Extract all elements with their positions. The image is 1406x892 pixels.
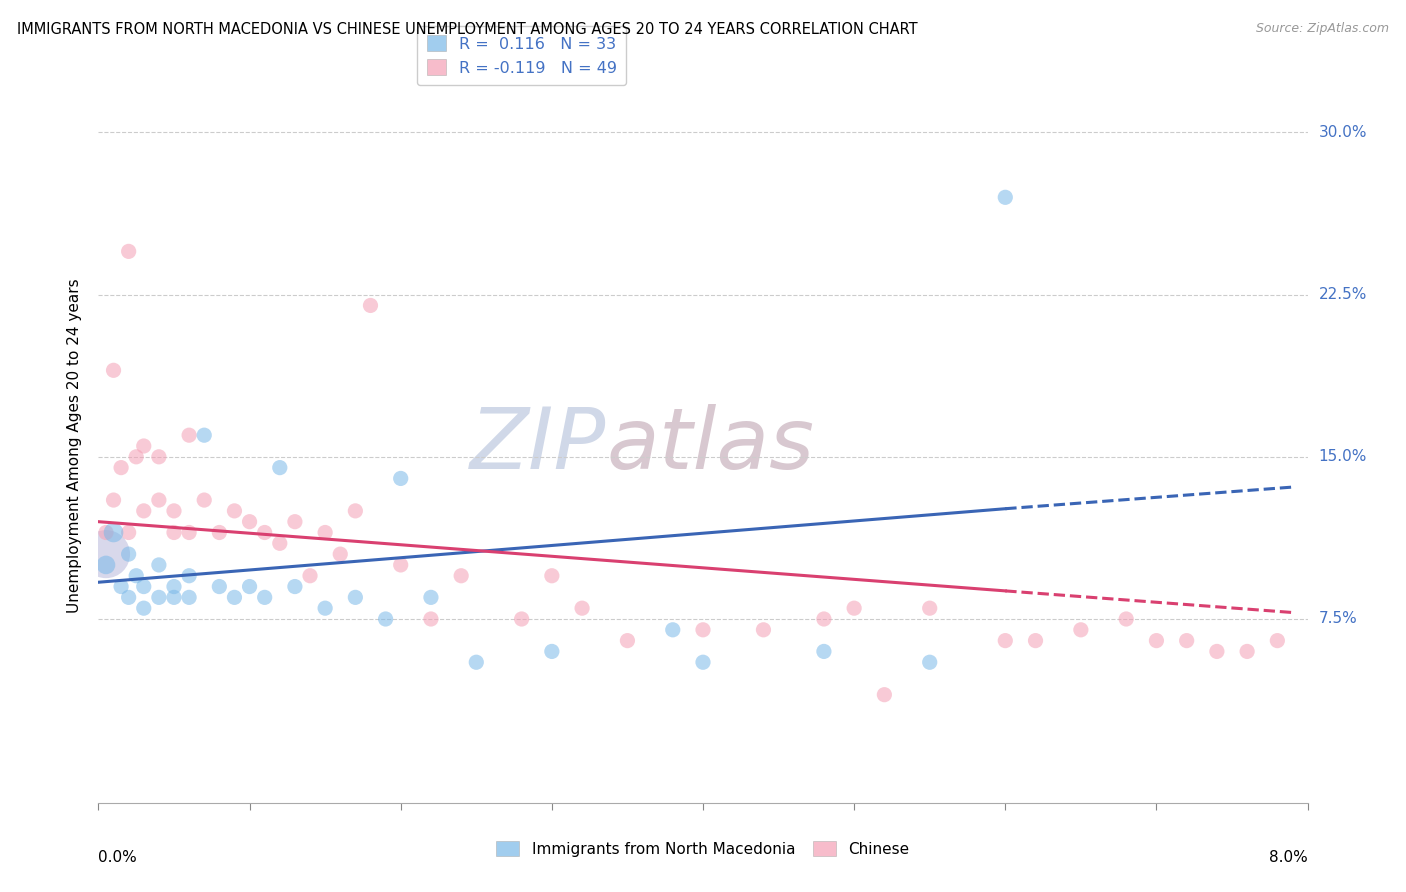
Point [918,655,941,669]
Point [125,568,148,582]
Point [163,580,186,594]
Point [94,547,117,561]
Point [148,558,170,572]
Point [344,591,367,605]
Point [1070,623,1092,637]
Point [103,493,125,508]
Point [813,644,835,658]
Point [661,623,683,637]
Text: ZIP: ZIP [470,404,606,488]
Point [125,450,148,464]
Point [269,460,291,475]
Point [163,504,186,518]
Point [540,568,562,582]
Point [813,612,835,626]
Point [374,612,396,626]
Point [571,601,593,615]
Text: atlas: atlas [606,404,814,488]
Point [239,580,262,594]
Point [314,601,336,615]
Point [420,591,443,605]
Text: 7.5%: 7.5% [1319,612,1357,626]
Point [389,558,412,572]
Point [299,568,322,582]
Text: 0.0%: 0.0% [98,850,138,865]
Point [179,525,201,540]
Point [1175,633,1198,648]
Point [118,591,141,605]
Point [450,568,472,582]
Point [873,688,896,702]
Point [118,244,141,259]
Point [224,504,246,518]
Point [239,515,262,529]
Text: 30.0%: 30.0% [1319,125,1367,140]
Point [994,633,1017,648]
Text: 15.0%: 15.0% [1319,450,1367,465]
Point [420,612,443,626]
Point [692,623,714,637]
Point [465,655,488,669]
Point [1025,633,1047,648]
Point [314,525,336,540]
Point [224,591,246,605]
Point [193,428,215,442]
Point [118,525,141,540]
Point [510,612,533,626]
Point [692,655,714,669]
Point [94,558,117,572]
Point [329,547,352,561]
Point [253,525,276,540]
Point [110,580,132,594]
Point [918,601,941,615]
Point [844,601,866,615]
Point [616,633,638,648]
Point [253,591,276,605]
Point [103,363,125,377]
Point [344,504,367,518]
Point [269,536,291,550]
Point [132,439,155,453]
Point [110,460,132,475]
Point [389,471,412,485]
Point [148,450,170,464]
Point [179,428,201,442]
Point [179,568,201,582]
Point [1115,612,1137,626]
Point [994,190,1017,204]
Point [208,580,231,594]
Point [148,493,170,508]
Point [193,493,215,508]
Point [1236,644,1258,658]
Point [94,525,117,540]
Point [752,623,775,637]
Point [163,525,186,540]
Point [284,515,307,529]
Point [1146,633,1168,648]
Point [132,601,155,615]
Point [163,591,186,605]
Point [118,547,141,561]
Point [148,591,170,605]
Point [179,591,201,605]
Point [1206,644,1229,658]
Text: Source: ZipAtlas.com: Source: ZipAtlas.com [1256,22,1389,36]
Legend: Immigrants from North Macedonia, Chinese: Immigrants from North Macedonia, Chinese [491,835,915,863]
Point [132,504,155,518]
Point [103,525,125,540]
Point [208,525,231,540]
Y-axis label: Unemployment Among Ages 20 to 24 years: Unemployment Among Ages 20 to 24 years [66,278,82,614]
Text: IMMIGRANTS FROM NORTH MACEDONIA VS CHINESE UNEMPLOYMENT AMONG AGES 20 TO 24 YEAR: IMMIGRANTS FROM NORTH MACEDONIA VS CHINE… [17,22,918,37]
Point [540,644,562,658]
Point [360,298,382,312]
Text: 8.0%: 8.0% [1268,850,1308,865]
Text: 22.5%: 22.5% [1319,287,1367,302]
Point [132,580,155,594]
Point [1267,633,1289,648]
Point [284,580,307,594]
